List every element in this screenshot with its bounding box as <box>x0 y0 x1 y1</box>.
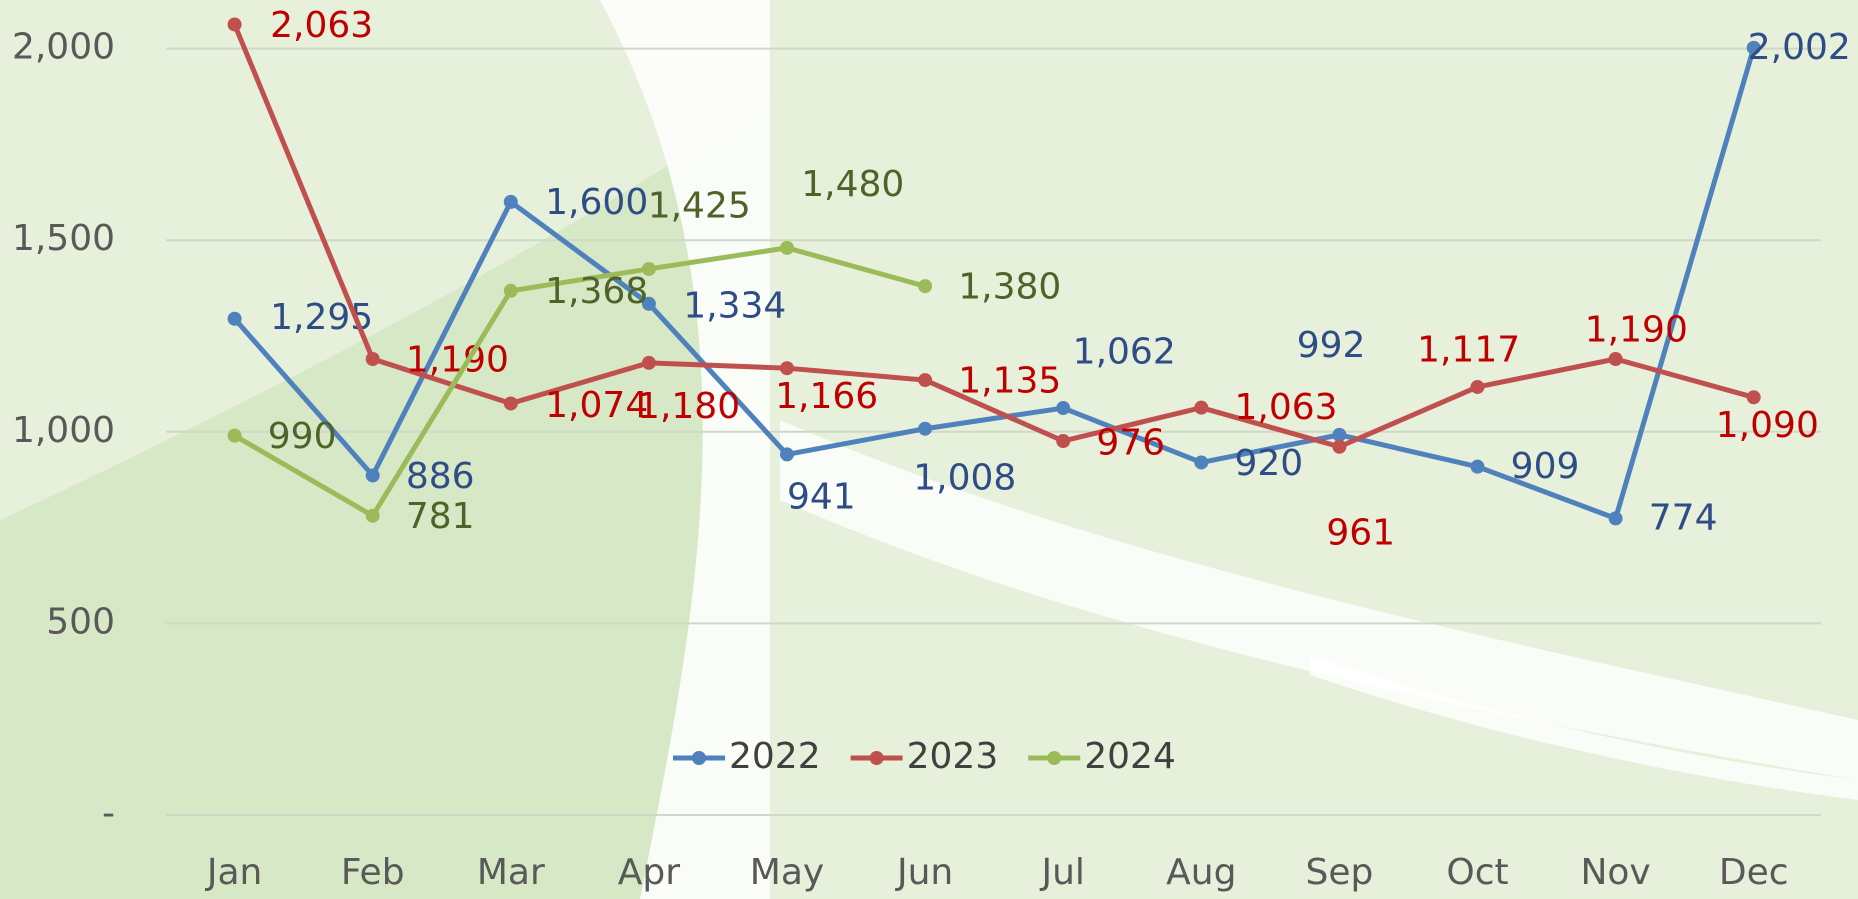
data-point <box>780 361 794 375</box>
data-label: 2,002 <box>1748 27 1851 68</box>
data-point <box>1471 380 1485 394</box>
data-label: 941 <box>787 476 856 517</box>
data-point <box>1194 401 1208 415</box>
data-point <box>1056 401 1070 415</box>
x-tick-label: Feb <box>341 852 405 893</box>
legend-label: 2023 <box>907 736 999 777</box>
y-tick-label: 1,500 <box>12 218 115 259</box>
chart: - 500 1,000 1,500 2,000 Jan Feb Mar Apr May Jun Jul… <box>0 0 1858 899</box>
data-label: 1,180 <box>637 386 740 427</box>
data-point <box>1194 455 1208 469</box>
x-tick-label: Jan <box>205 852 263 893</box>
data-label: 1,135 <box>958 360 1061 401</box>
data-point <box>642 356 656 370</box>
data-label: 1,380 <box>958 267 1061 308</box>
data-label: 920 <box>1234 443 1303 484</box>
data-label: 1,090 <box>1716 405 1819 446</box>
x-tick-label: Mar <box>477 852 545 893</box>
y-tick-label: 1,000 <box>12 410 115 451</box>
legend-marker <box>870 751 884 765</box>
data-label: 990 <box>268 416 337 457</box>
data-label: 1,063 <box>1234 387 1337 428</box>
data-point <box>504 396 518 410</box>
data-point <box>1747 390 1761 404</box>
data-label: 1,008 <box>913 458 1016 499</box>
data-point <box>1332 440 1346 454</box>
data-label: 886 <box>406 456 475 497</box>
data-label: 976 <box>1096 423 1165 464</box>
y-tick-label: - <box>102 793 115 834</box>
data-label: 1,600 <box>545 182 648 223</box>
data-point <box>228 429 242 443</box>
x-tick-label: Nov <box>1580 852 1650 893</box>
data-point <box>504 284 518 298</box>
data-point <box>1471 460 1485 474</box>
data-label: 1,117 <box>1417 329 1520 370</box>
data-point <box>780 241 794 255</box>
data-label: 1,425 <box>648 185 751 226</box>
data-point <box>366 468 380 482</box>
x-tick-label: May <box>750 852 824 893</box>
x-tick-label: Dec <box>1719 852 1789 893</box>
legend-marker <box>1047 751 1061 765</box>
data-point <box>366 509 380 523</box>
legend-label: 2024 <box>1084 736 1176 777</box>
x-tick-label: Oct <box>1446 852 1508 893</box>
y-tick-label: 500 <box>46 601 115 642</box>
data-label: 961 <box>1326 512 1395 553</box>
data-label: 1,074 <box>545 385 648 426</box>
data-point <box>228 312 242 326</box>
data-point <box>1609 352 1623 366</box>
data-point <box>366 352 380 366</box>
legend-label: 2022 <box>729 736 821 777</box>
data-label: 1,480 <box>801 164 904 205</box>
data-point <box>918 373 932 387</box>
data-label: 2,063 <box>270 5 373 46</box>
data-label: 1,190 <box>1585 310 1688 351</box>
data-label: 992 <box>1297 325 1366 366</box>
data-label: 909 <box>1511 446 1580 487</box>
x-tick-label: Apr <box>618 852 680 893</box>
data-label: 774 <box>1649 498 1718 539</box>
x-tick-label: Aug <box>1166 852 1236 893</box>
data-label: 1,166 <box>775 376 878 417</box>
data-point <box>1056 434 1070 448</box>
data-label: 1,334 <box>683 285 786 326</box>
data-label: 1,368 <box>545 271 648 312</box>
data-label: 781 <box>406 496 475 537</box>
x-tick-label: Jun <box>895 852 953 893</box>
x-tick-label: Sep <box>1305 852 1373 893</box>
legend-marker <box>692 751 706 765</box>
data-point <box>228 17 242 31</box>
data-label: 1,062 <box>1073 332 1176 373</box>
data-point <box>1609 511 1623 525</box>
data-point <box>918 279 932 293</box>
data-point <box>918 422 932 436</box>
data-point <box>504 195 518 209</box>
x-tick-label: Jul <box>1039 852 1084 893</box>
y-tick-label: 2,000 <box>12 27 115 68</box>
data-point <box>780 447 794 461</box>
